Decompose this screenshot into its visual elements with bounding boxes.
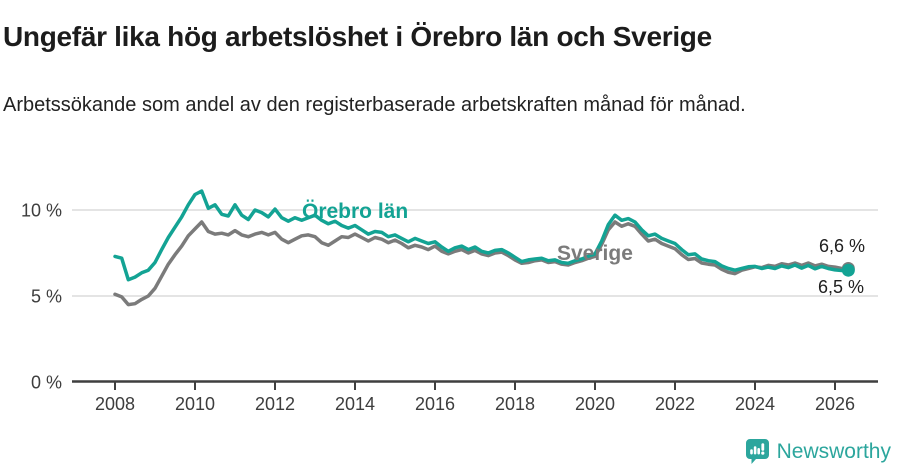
x-axis-tick-label: 2018: [495, 394, 535, 414]
series-line-orebro-lan: [113, 189, 851, 282]
y-axis-tick-label: 0 %: [31, 373, 62, 393]
x-axis-tick-label: 2020: [575, 394, 615, 414]
series-end-dot-orebro-lan: [841, 263, 855, 277]
x-axis-tick-label: 2014: [335, 394, 375, 414]
x-axis-tick-label: 2012: [255, 394, 295, 414]
end-value-label-orebro-lan: 6,5 %: [818, 277, 865, 297]
series-line-sverige: [113, 220, 851, 307]
x-axis-tick-label: 2022: [655, 394, 695, 414]
x-axis-tick-label: 2010: [175, 394, 215, 414]
x-axis-tick-label: 2016: [415, 394, 455, 414]
end-value-label-sverige: 6,6 %: [819, 236, 866, 256]
newsworthy-logo-icon: [745, 439, 769, 464]
y-axis-tick-label: 10 %: [21, 201, 62, 221]
series-label-orebro-lan: Örebro län: [302, 200, 409, 223]
x-axis-tick-label: 2026: [815, 394, 855, 414]
x-axis-tick-label: 2024: [735, 394, 775, 414]
newsworthy-logo: Newsworthy: [745, 438, 891, 465]
page-title: Ungefär lika hög arbetslöshet i Örebro l…: [3, 20, 712, 52]
x-axis-tick-label: 2008: [95, 394, 135, 414]
y-axis-tick-label: 5 %: [31, 287, 62, 307]
series-label-sverige: Sverige: [557, 242, 633, 265]
newsworthy-logo-text: Newsworthy: [776, 439, 891, 463]
chart-subtitle: Arbetssökande som andel av den registerb…: [3, 94, 746, 116]
